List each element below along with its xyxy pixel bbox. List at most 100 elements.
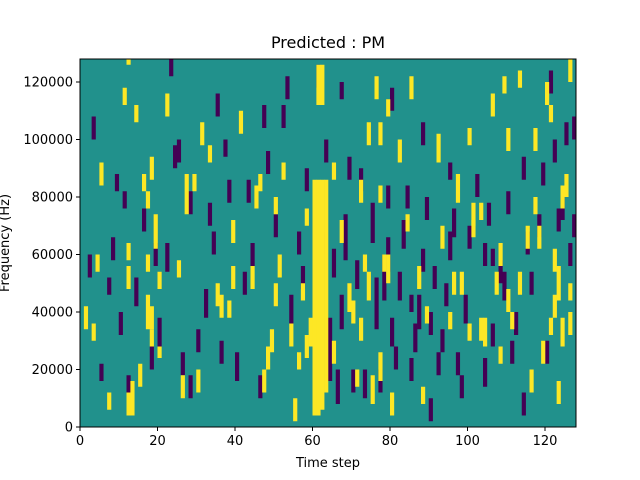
heatmap-cell-high <box>479 317 484 341</box>
heatmap-cell-low <box>452 208 457 238</box>
heatmap-cell-high <box>533 197 538 215</box>
heatmap-cell-high <box>362 254 368 272</box>
heatmap-cell-high <box>153 214 158 249</box>
heatmap-cell-low <box>405 185 410 209</box>
heatmap-cell-low <box>335 369 340 404</box>
heatmap-cell-low <box>382 254 387 301</box>
heatmap-cell-low <box>91 116 96 140</box>
heatmap-cell-high <box>517 70 523 88</box>
heatmap-cell-low <box>490 248 495 266</box>
heatmap-cell-low <box>548 70 554 94</box>
heatmap-cell-low <box>289 294 294 324</box>
heatmap-cell-high <box>351 300 356 324</box>
heatmap-cell-low <box>142 208 147 232</box>
heatmap-cell-high <box>83 306 89 330</box>
heatmap-cell-high <box>134 105 139 123</box>
heatmap-cell-high <box>467 323 472 341</box>
heatmap-cell-high <box>541 340 546 364</box>
plot-frame <box>79 58 577 428</box>
heatmap-cell-low <box>215 93 220 117</box>
heatmap-cell-low <box>529 271 534 295</box>
heatmap-cell-high <box>273 283 278 307</box>
heatmap-cell-high <box>145 191 151 209</box>
heatmap-cell-low <box>153 243 158 266</box>
heatmap-cell-high <box>331 162 337 180</box>
heatmap-cell-low <box>204 289 209 318</box>
heatmap-cell-low <box>413 323 418 353</box>
heatmap-cell-high <box>548 105 554 123</box>
heatmap-cell-high <box>277 254 282 278</box>
y-tick-label: 120000 <box>23 76 73 91</box>
heatmap-cell-low <box>262 105 267 128</box>
heatmap-cell-high <box>258 174 263 192</box>
heatmap-cell-high <box>176 260 182 278</box>
y-axis: 0 20000 40000 60000 80000 100000 120000 <box>23 76 80 436</box>
heatmap-cell-high <box>250 266 255 289</box>
heatmap-cell-high <box>421 386 426 404</box>
heatmap-cell-high <box>424 306 430 324</box>
heatmap-cell-low <box>246 179 251 203</box>
heatmap-cell-high <box>254 185 259 209</box>
heatmap-cell-high <box>227 300 232 318</box>
heatmap-cell-high <box>107 392 112 410</box>
heatmap-cell-low <box>440 329 445 353</box>
x-tick-label: 120 <box>533 434 558 449</box>
heatmap-cell-low <box>432 266 437 289</box>
x-tick-label: 60 <box>304 434 321 449</box>
heatmap-cell-low <box>362 369 368 399</box>
heatmap-cell-low <box>552 139 557 163</box>
heatmap-cell-low <box>351 369 356 393</box>
x-tick-label: 80 <box>382 434 399 449</box>
heatmap-cell-high <box>219 294 224 318</box>
heatmap-cell-low <box>463 294 468 324</box>
heatmap-cell-high <box>200 122 205 146</box>
heatmap-cell-low <box>196 329 201 353</box>
heatmap-cell-high <box>293 398 298 422</box>
heatmap-cell-high <box>122 87 127 105</box>
heatmap-cell-low <box>250 243 255 266</box>
heatmap-cell-high <box>231 266 236 289</box>
heatmap-cell-low <box>126 375 131 404</box>
heatmap-cell-high <box>556 381 561 404</box>
heatmap-cell-low <box>355 260 360 289</box>
heatmap-cell-high <box>471 220 476 238</box>
heatmap-cell-low <box>483 243 488 266</box>
heatmap-cell-low <box>223 139 228 157</box>
heatmap-cell-high <box>568 283 573 301</box>
heatmap-cell-low <box>258 375 263 399</box>
heatmap-cell-high <box>215 283 220 307</box>
heatmap-cell-low <box>448 231 453 261</box>
heatmap-cell-low <box>180 352 185 376</box>
heatmap-cell-low <box>122 191 127 209</box>
heatmap-cell-high <box>347 283 352 312</box>
heatmap-cell-high <box>289 323 294 347</box>
heatmap-cell-low <box>207 202 213 226</box>
heatmap-cell-low <box>165 243 170 272</box>
heatmap-cell-low <box>490 323 495 347</box>
heatmap-cell-high <box>494 271 499 295</box>
heatmap-cell-high <box>378 122 383 146</box>
heatmap-cell-high <box>145 254 151 272</box>
x-axis: 0 20 40 60 80 100 120 <box>76 427 558 449</box>
heatmap-cell-high <box>316 64 321 105</box>
heatmap-cell-low <box>564 122 569 146</box>
heatmap-cell-low <box>417 294 422 330</box>
heatmap-cell-high <box>273 197 278 215</box>
heatmap-cell-high <box>382 254 387 272</box>
heatmap-cell-high <box>564 174 569 197</box>
heatmap-cell-high <box>149 329 154 347</box>
heatmap-cell-low <box>328 317 333 381</box>
heatmap-cell-low <box>339 294 344 330</box>
heatmap-cell-high <box>455 174 461 203</box>
heatmap-cell-high <box>192 174 197 192</box>
heatmap-cell-low <box>273 214 278 238</box>
heatmap-cell-low <box>118 312 123 335</box>
y-tick-label: 40000 <box>32 306 73 321</box>
heatmap-cell-high <box>312 179 317 416</box>
heatmap-cell-high <box>417 266 422 289</box>
heatmap-cell-low <box>134 277 139 307</box>
heatmap-cell-high <box>91 323 96 341</box>
heatmap-cell-high <box>386 99 391 117</box>
x-tick-label: 20 <box>149 434 166 449</box>
